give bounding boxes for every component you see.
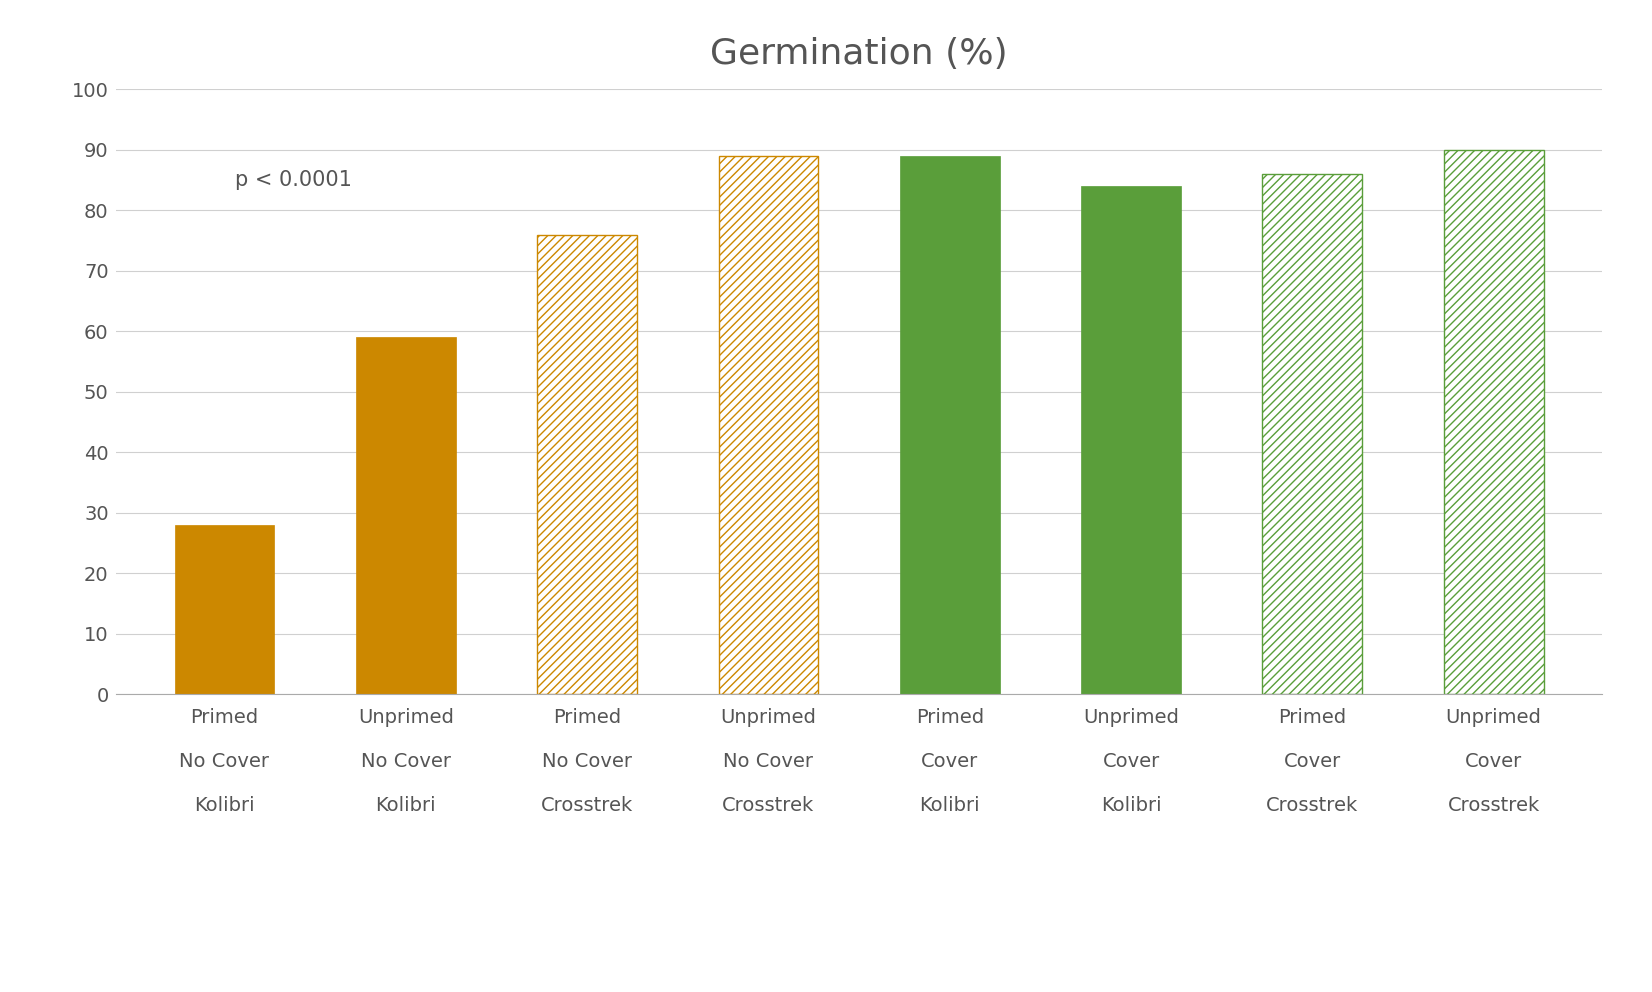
- Bar: [719, 156, 818, 694]
- Bar: [1080, 186, 1181, 694]
- Text: p < 0.0001: p < 0.0001: [235, 170, 352, 190]
- Title: Germination (%): Germination (%): [710, 38, 1008, 71]
- Bar: [900, 156, 999, 694]
- Bar: [1262, 174, 1363, 694]
- Bar: [537, 234, 638, 694]
- Bar: [355, 337, 456, 694]
- Bar: [1444, 150, 1543, 694]
- Bar: [175, 525, 274, 694]
